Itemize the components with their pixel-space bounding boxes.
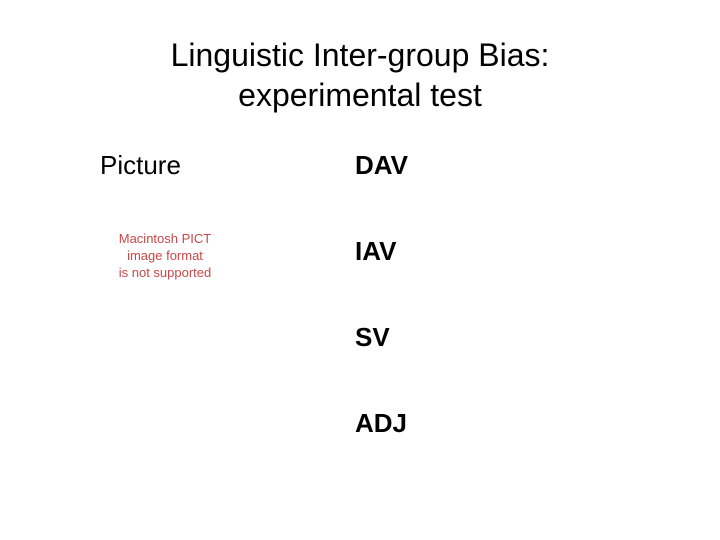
picture-label: Picture — [100, 150, 335, 181]
pict-unsupported-placeholder: Macintosh PICT image format is not suppo… — [100, 231, 230, 282]
placeholder-line-3: is not supported — [119, 265, 212, 280]
category-adj: ADJ — [355, 408, 670, 439]
title-line-2: experimental test — [238, 77, 482, 113]
category-dav: DAV — [355, 150, 670, 181]
title-line-1: Linguistic Inter-group Bias: — [171, 37, 550, 73]
placeholder-line-2: image format — [127, 248, 203, 263]
content-area: Picture Macintosh PICT image format is n… — [50, 150, 670, 494]
slide-container: Linguistic Inter-group Bias: experimenta… — [0, 0, 720, 540]
left-column: Picture Macintosh PICT image format is n… — [100, 150, 335, 494]
category-sv: SV — [355, 322, 670, 353]
category-iav: IAV — [355, 236, 670, 267]
slide-title: Linguistic Inter-group Bias: experimenta… — [50, 35, 670, 115]
right-column: DAV IAV SV ADJ — [355, 150, 670, 494]
placeholder-line-1: Macintosh PICT — [119, 231, 211, 246]
